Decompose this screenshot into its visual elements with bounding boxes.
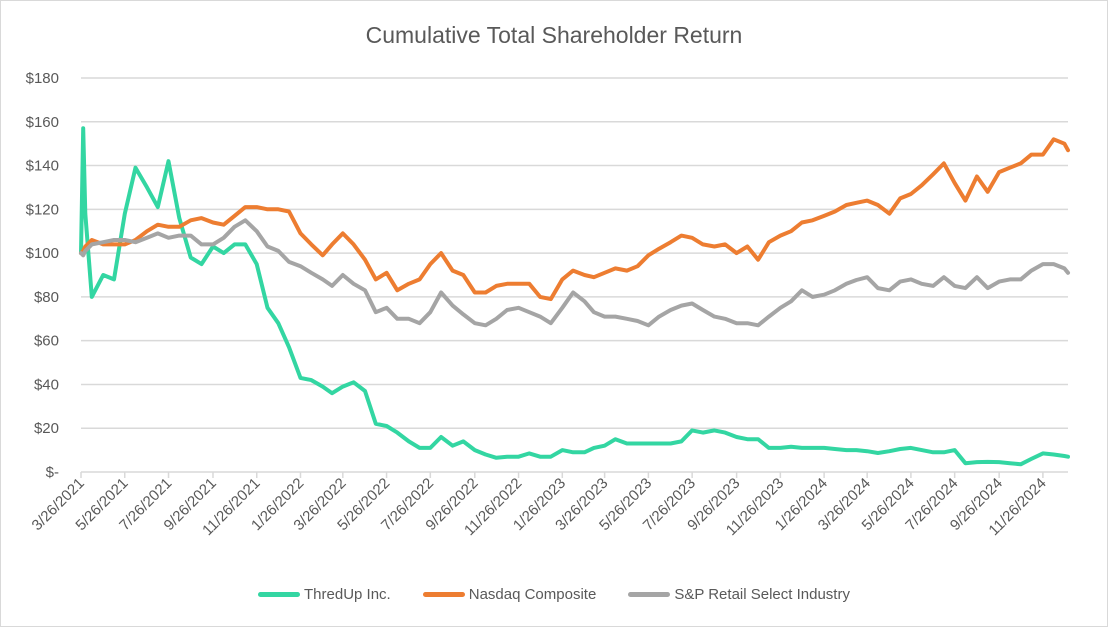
series-line-thredup-inc- <box>79 126 1070 467</box>
series-line-s-p-retail-select-industry <box>79 218 1070 328</box>
y-tick-label: $180 <box>26 70 59 87</box>
legend-label-nasdaq: Nasdaq Composite <box>468 586 597 603</box>
y-tick-label: $40 <box>34 376 59 393</box>
y-tick-label: $60 <box>34 333 59 350</box>
y-tick-label: $20 <box>34 420 59 437</box>
legend-label-sp-retail: S&P Retail Select Industry <box>674 586 850 603</box>
legend-label-thredup: ThredUp Inc. <box>304 586 391 603</box>
chart-title: Cumulative Total Shareholder Return <box>365 22 743 48</box>
y-tick-label: $120 <box>26 201 59 218</box>
y-tick-label: $100 <box>26 245 59 262</box>
legend-swatch-thredup <box>258 592 301 597</box>
legend-item-nasdaq: Nasdaq Composite <box>422 586 597 603</box>
y-tick-label: $160 <box>26 114 59 131</box>
legend-swatch-nasdaq <box>422 592 465 597</box>
legend-item-thredup: ThredUp Inc. <box>258 586 391 603</box>
legend: ThredUp Inc. Nasdaq Composite S&P Retail… <box>0 586 1108 603</box>
legend-item-sp-retail: S&P Retail Select Industry <box>628 586 850 603</box>
y-tick-label: $140 <box>26 158 59 175</box>
y-tick-label: $80 <box>34 289 59 306</box>
series-line-nasdaq-composite <box>79 137 1070 302</box>
y-tick-label: $- <box>46 464 59 481</box>
legend-swatch-sp-retail <box>628 592 671 597</box>
